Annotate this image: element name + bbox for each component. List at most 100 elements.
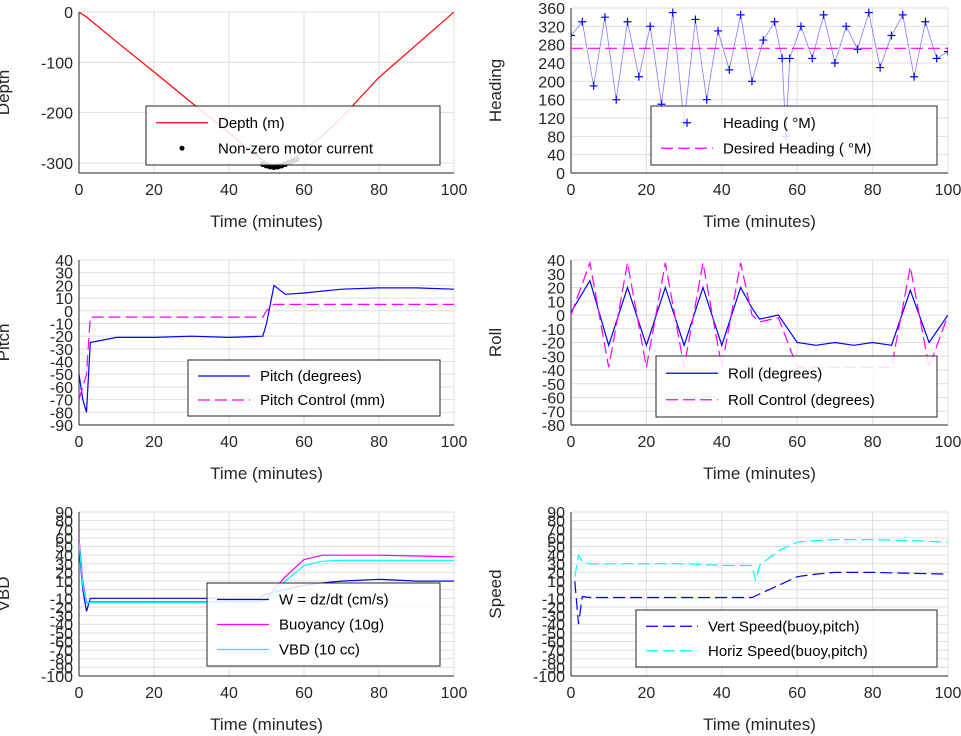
x-tick-label: 100 <box>935 434 961 451</box>
x-tick-label: 80 <box>864 182 882 199</box>
y-tick-label: -20 <box>50 329 73 346</box>
y-tick-label: 70 <box>547 522 565 539</box>
x-tick-label: 100 <box>441 685 468 702</box>
y-axis-label: Speed <box>486 569 505 618</box>
y-tick-label: 240 <box>538 56 565 73</box>
y-tick-label: 70 <box>55 522 73 539</box>
series-vert-speed-buoy-pitch-line <box>574 571 948 625</box>
y-tick-label: -30 <box>50 342 73 359</box>
y-tick-label: 80 <box>547 129 565 146</box>
legend-box <box>650 105 938 166</box>
x-axis-label: Time (minutes) <box>210 464 323 483</box>
y-tick-label: -50 <box>542 626 565 643</box>
legend-pitch-control-mm-label: Pitch Control (mm) <box>260 392 385 409</box>
x-tick-label: 100 <box>935 182 961 199</box>
y-tick-label: 30 <box>547 557 565 574</box>
x-tick-label: 80 <box>864 434 882 451</box>
legend-w-dz-dt-cm-s-label: W = dz/dt (cm/s) <box>279 592 389 609</box>
y-tick-label: 0 <box>556 583 565 600</box>
series-heading-m-marker <box>623 17 632 26</box>
series-heading-m-marker <box>944 47 948 56</box>
x-tick-label: 80 <box>370 434 388 451</box>
y-tick-label: 280 <box>538 38 565 55</box>
x-tick-label: 40 <box>713 685 731 702</box>
series-heading-m-marker <box>571 31 575 40</box>
series-heading-m-marker <box>770 17 779 26</box>
y-tick-label: 20 <box>547 281 565 298</box>
x-tick-label: 40 <box>220 182 238 199</box>
chart-panel-vbd: 0 20 40 60 80 1009080706050403020100-10-20-30… <box>0 505 467 734</box>
y-tick-label: 60 <box>55 531 73 548</box>
series-heading-m-marker <box>612 95 621 104</box>
x-tick-label: 100 <box>441 434 468 451</box>
x-tick-label: 40 <box>713 434 731 451</box>
legend-heading-m-swatch <box>683 118 691 127</box>
series-pitch-control-mm-line <box>79 303 454 400</box>
x-axis-label: Time (minutes) <box>703 464 816 483</box>
y-axis-label: Heading <box>486 59 505 122</box>
x-tick-label: 0 <box>75 182 84 199</box>
x-tick-label: 100 <box>935 685 961 702</box>
y-tick-label: -40 <box>542 363 565 380</box>
chart-panel-heading: 0 20 40 60 80 10004080120160200240280320360Ti… <box>486 1 961 231</box>
y-tick-label: -80 <box>50 652 73 669</box>
y-tick-label: -90 <box>542 660 565 677</box>
y-tick-label: 320 <box>538 19 565 36</box>
y-tick-label: 10 <box>547 294 565 311</box>
y-tick-label: 10 <box>55 291 73 308</box>
y-tick-label: 20 <box>55 278 73 295</box>
y-axis-label: VBD <box>0 577 13 612</box>
legend: Pitch (degrees) Pitch Control (mm) <box>187 359 441 417</box>
y-tick-label: 10 <box>55 574 73 591</box>
y-axis-label: Pitch <box>0 324 13 362</box>
y-tick-label: 200 <box>538 74 565 91</box>
x-tick-label: 0 <box>567 182 576 199</box>
x-tick-label: 40 <box>713 182 731 199</box>
series-heading-m-marker <box>736 10 745 19</box>
y-tick-label: -50 <box>50 626 73 643</box>
y-tick-label: 0 <box>64 304 73 321</box>
y-tick-label: -60 <box>542 391 565 408</box>
y-tick-label: 90 <box>55 505 73 522</box>
legend-box <box>187 359 441 417</box>
y-tick-label: 60 <box>547 531 565 548</box>
y-tick-label: -60 <box>50 380 73 397</box>
series-group <box>574 539 948 625</box>
y-tick-label: 120 <box>538 111 565 128</box>
series-roll-degrees-line <box>571 279 948 348</box>
x-tick-label: 60 <box>295 182 313 199</box>
y-tick-label: 50 <box>547 540 565 557</box>
y-axis-label: Roll <box>486 328 505 357</box>
x-axis-label: Time (minutes) <box>210 715 323 734</box>
legend-vert-speed-buoy-pitch-label: Vert Speed(buoy,pitch) <box>708 618 859 635</box>
x-axis-label: Time (minutes) <box>210 212 323 231</box>
y-tick-label: 40 <box>547 148 565 165</box>
y-axis-label: Depth <box>0 70 13 115</box>
series-group <box>571 8 948 141</box>
series-heading-m-marker <box>864 8 873 17</box>
series-heading-m-marker <box>910 72 919 81</box>
y-tick-label: 20 <box>55 565 73 582</box>
series-heading-m-marker <box>932 54 941 63</box>
y-tick-label: -20 <box>50 600 73 617</box>
chart-panel-speed: 0 20 40 60 80 1009080706050403020100-10-20-30… <box>486 505 961 734</box>
y-tick-label: 10 <box>547 574 565 591</box>
y-tick-label: 0 <box>64 5 73 22</box>
series-heading-m-marker <box>668 8 677 17</box>
y-tick-label: -40 <box>542 617 565 634</box>
y-tick-label: 40 <box>55 253 73 270</box>
series-heading-m-marker <box>853 45 862 54</box>
y-tick-label: 360 <box>538 1 565 18</box>
series-heading-m-marker <box>819 10 828 19</box>
series-heading-m-marker <box>646 22 655 31</box>
series-heading-m-marker <box>725 65 734 74</box>
series-group <box>79 284 454 413</box>
legend-roll-degrees-label: Roll (degrees) <box>728 365 822 382</box>
series-heading-m-marker <box>796 22 805 31</box>
legend-vbd-10-cc-label: VBD (10 cc) <box>279 642 360 659</box>
legend-roll-control-degrees-label: Roll Control (degrees) <box>728 392 875 409</box>
x-tick-label: 80 <box>864 685 882 702</box>
legend-box <box>655 355 938 418</box>
x-tick-label: 60 <box>788 182 806 199</box>
